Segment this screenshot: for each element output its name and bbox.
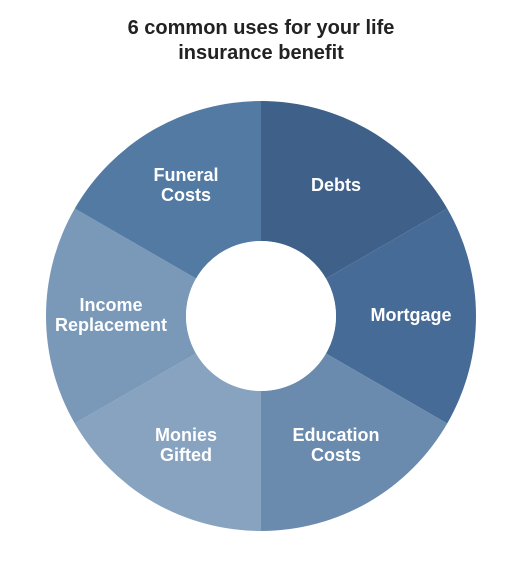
slice-label-3: MoniesGifted xyxy=(155,425,217,465)
slice-label-0: Debts xyxy=(311,175,361,195)
chart-title: 6 common uses for your life insurance be… xyxy=(0,0,522,66)
slice-label-1: Mortgage xyxy=(371,305,452,325)
donut-chart-container: DebtsMortgageEducationCostsMoniesGiftedI… xyxy=(0,66,522,546)
donut-chart: DebtsMortgageEducationCostsMoniesGiftedI… xyxy=(21,66,501,546)
chart-title-line1: 6 common uses for your life xyxy=(128,17,395,39)
chart-title-line2: insurance benefit xyxy=(178,42,344,64)
slice-label-5: FuneralCosts xyxy=(153,165,218,205)
donut-hole xyxy=(186,241,336,391)
